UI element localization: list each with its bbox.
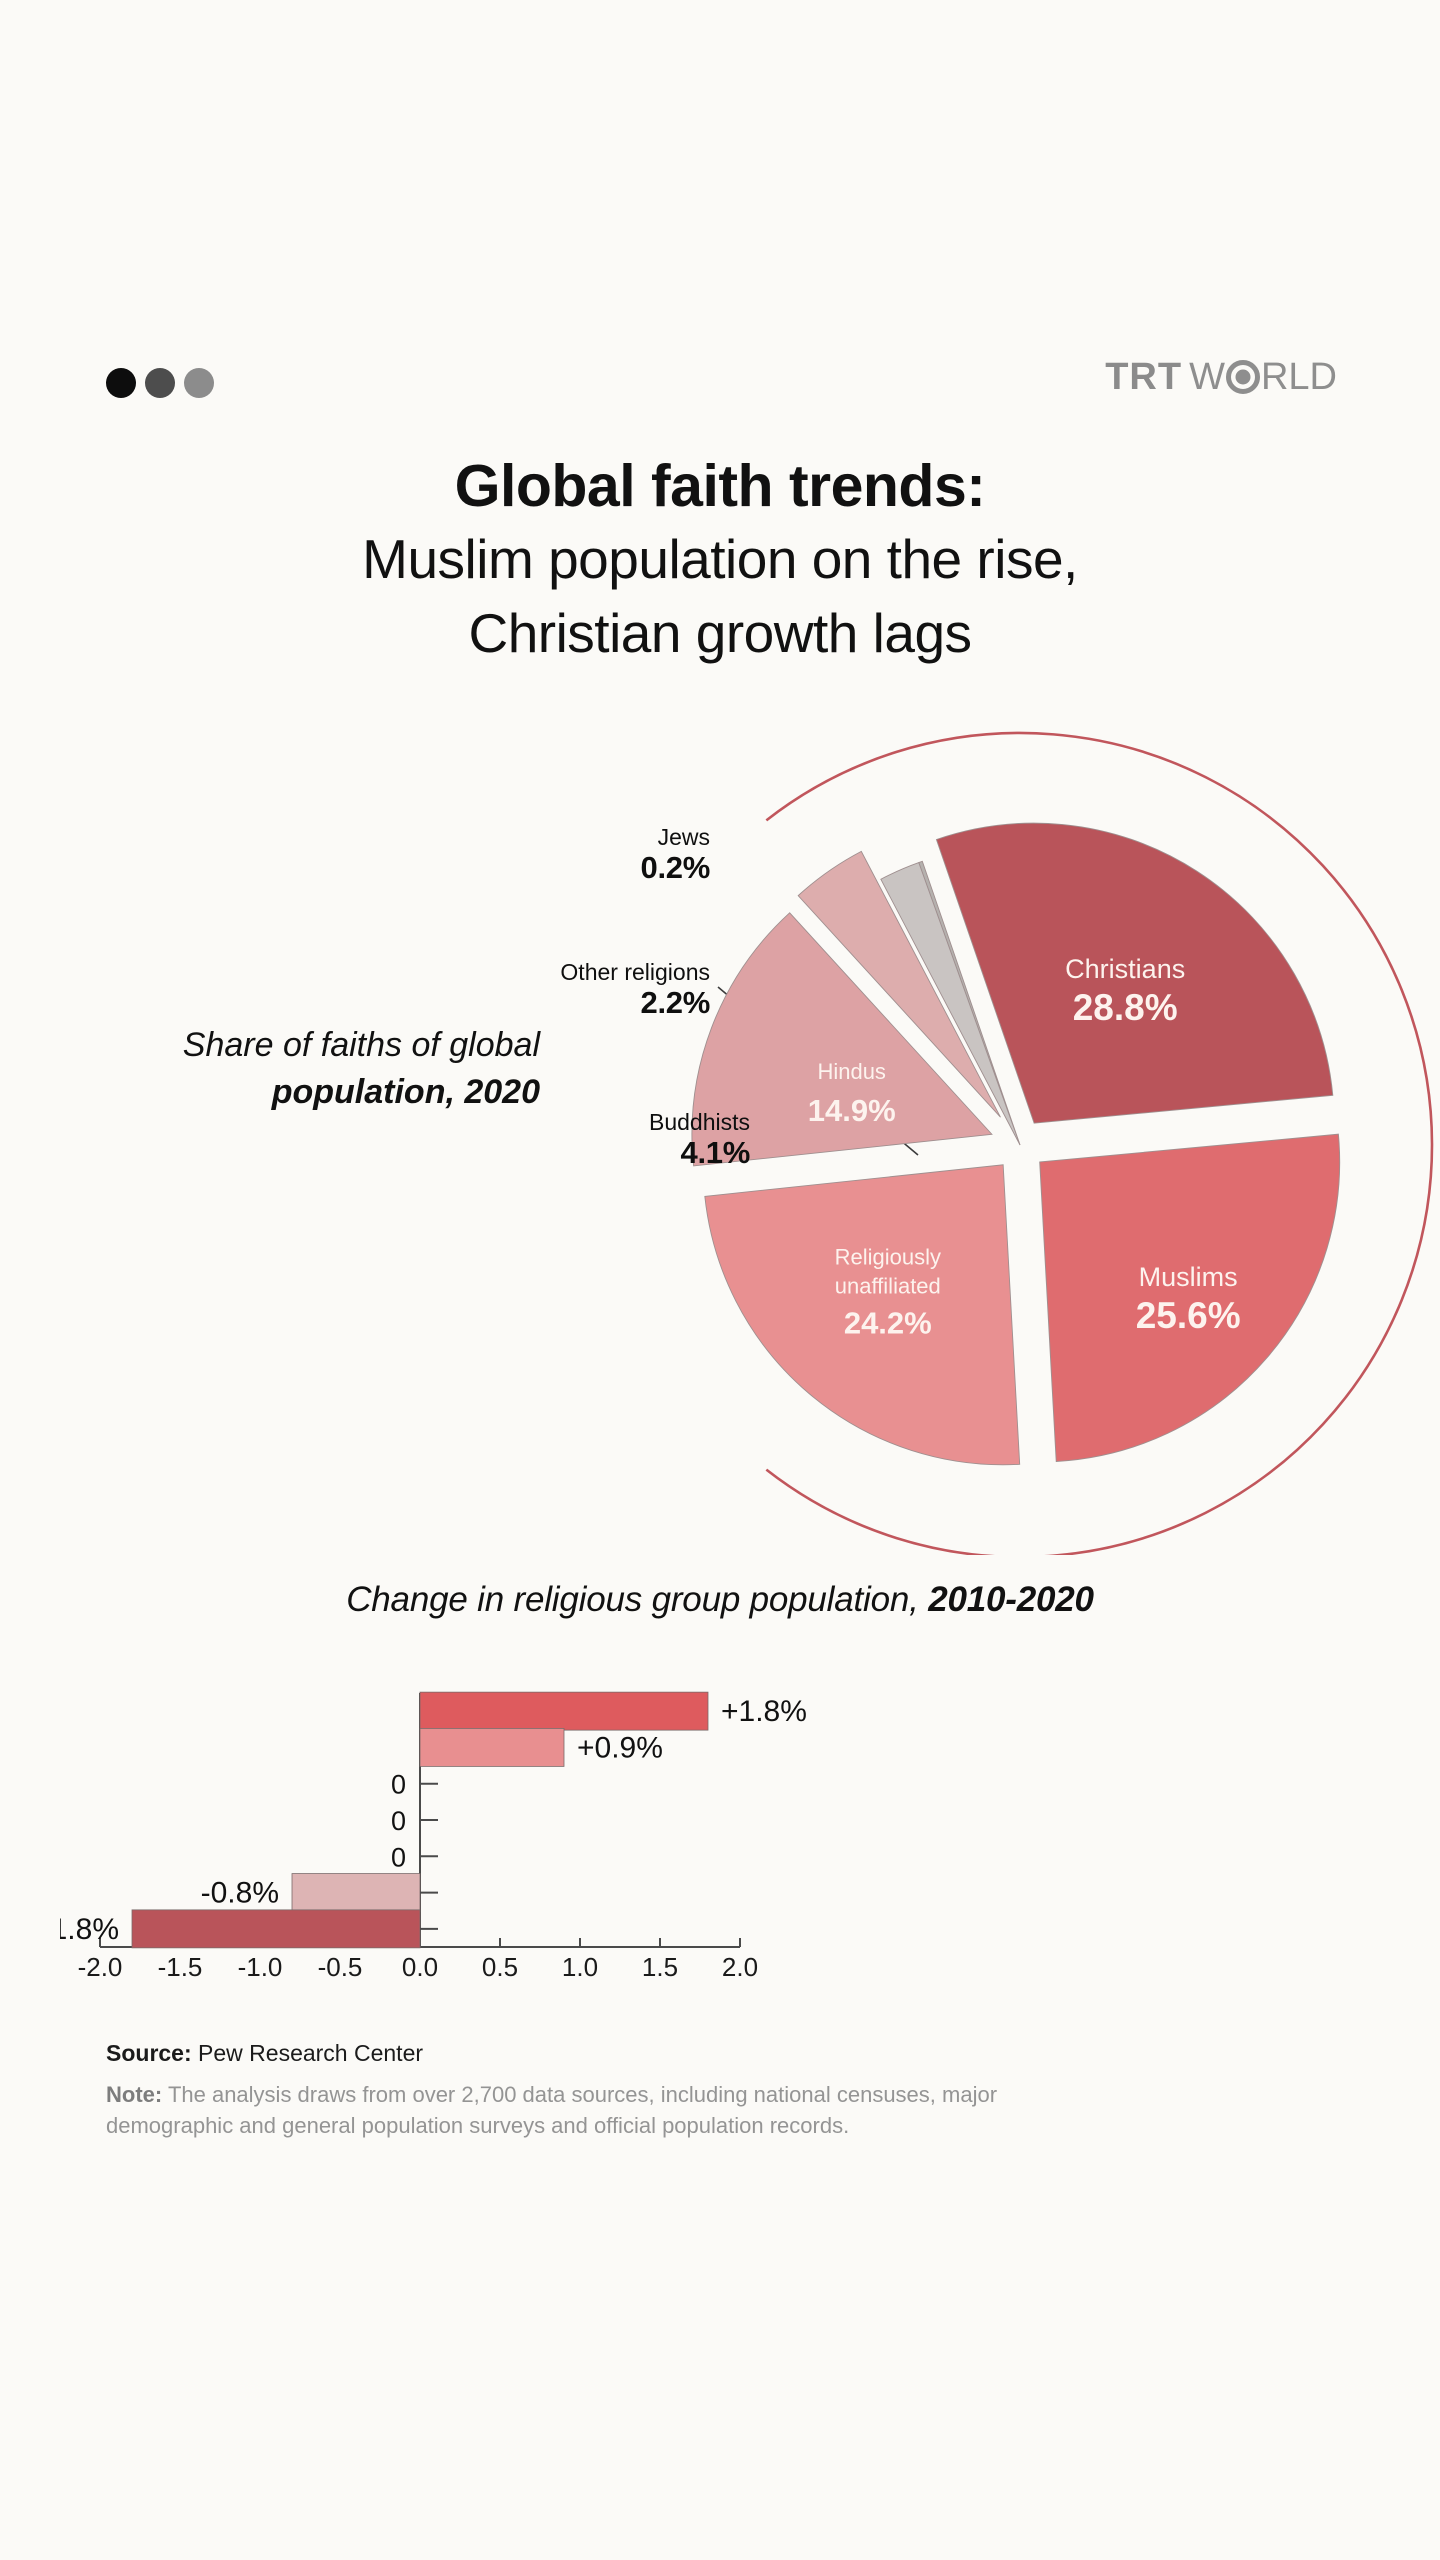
pie-slice-label-value: 24.2% (844, 1305, 932, 1340)
pie-slice-label-value: 14.9% (808, 1093, 896, 1128)
pie-chart-caption: Share of faiths of global population, 20… (140, 1022, 540, 1116)
pie-slice-label-name: Christians (1065, 954, 1185, 984)
pie-outside-label-jews: Jews 0.2% (480, 824, 711, 885)
logo-rld-text: RLD (1260, 356, 1337, 398)
bar-chart-value-label: +0.9% (577, 1731, 663, 1764)
pie-slice-label-name-2: unaffiliated (835, 1273, 941, 1298)
bar-chart-svg: -2.0 -1.5 -1.0 -0.5 0.0 0.5 1.0 1.5 2.0 +1.8% +0.9… (60, 1691, 807, 1982)
bar-chart-bar[interactable] (419, 1728, 565, 1767)
note-label: Note: (106, 2082, 163, 2107)
bar-chart-zero-label: 0 (391, 1770, 406, 1800)
pie-slice[interactable] (1039, 1133, 1341, 1462)
pie-slice[interactable] (704, 1164, 1021, 1466)
pie-label-value-other: 2.2% (640, 984, 711, 1020)
page-title: Global faith trends: Muslim population o… (0, 452, 1440, 670)
headline-line-2: Muslim population on the rise, (362, 527, 1078, 590)
bar-chart-title: Change in religious group population, 20… (0, 1580, 1440, 1620)
pie-slice[interactable] (935, 822, 1334, 1124)
pie-slice-label-name: Hindus (817, 1059, 885, 1084)
pie-decorative-arc (765, 731, 1434, 1555)
bar-title-bold: 2010-2020 (928, 1580, 1094, 1619)
bar-chart-x-tick-label: -0.5 (318, 1952, 363, 1982)
headline-line-1: Global faith trends: (454, 453, 986, 519)
brand-dot-2 (145, 368, 175, 398)
note-value: The analysis draws from over 2,700 data … (106, 2082, 998, 2139)
pie-slice[interactable] (797, 850, 1001, 1118)
brand-dot-3 (184, 368, 214, 398)
pie-label-value-jews: 0.2% (640, 849, 711, 885)
trt-world-logo: TRT W RLD (1105, 358, 1337, 396)
bar-chart-bar[interactable] (131, 1909, 421, 1949)
note-line: Note: The analysis draws from over 2,700… (106, 2079, 1116, 2141)
source-value: Pew Research Center (198, 2040, 424, 2066)
pie-slice-label-value: 28.8% (1073, 987, 1178, 1028)
pie-slice-label-value: 25.6% (1136, 1295, 1241, 1336)
bar-chart-value-label: -1.8% (60, 1913, 119, 1946)
bar-chart-zero-label: 0 (391, 1842, 406, 1872)
pie-caption-bold: population, 2020 (271, 1072, 540, 1111)
logo-trt-text: TRT (1105, 356, 1183, 398)
bar-chart: -2.0 -1.5 -1.0 -0.5 0.0 0.5 1.0 1.5 2.0 +1.8% +0.9… (60, 1665, 1150, 2005)
bar-chart-x-tick-label: -2.0 (78, 1952, 123, 1982)
bar-chart-x-tick-label: -1.5 (158, 1952, 203, 1982)
pie-slice-label-name: Religiously (835, 1244, 941, 1269)
brand-dots (106, 368, 214, 398)
logo-w-text: W (1189, 356, 1225, 398)
pie-label-value-buddhists: 4.1% (680, 1134, 751, 1170)
bar-chart-value-label: -0.8% (201, 1877, 279, 1910)
pie-slice-label-name: Muslims (1139, 1262, 1238, 1292)
footer: Source: Pew Research Center Note: The an… (106, 2040, 1116, 2141)
bar-chart-x-tick-label: 1.5 (642, 1952, 678, 1982)
source-line: Source: Pew Research Center (106, 2040, 1116, 2067)
headline-line-3: Christian growth lags (468, 601, 972, 664)
source-label: Source: (106, 2040, 192, 2066)
logo-o-ring-icon (1225, 360, 1260, 394)
bar-chart-value-label: +1.8% (721, 1695, 807, 1728)
bar-title-light: Change in religious group population, (346, 1580, 929, 1619)
bar-chart-x-tick-label: 1.0 (562, 1952, 598, 1982)
brand-dot-1 (106, 368, 136, 398)
bar-chart-zero-label: 0 (391, 1806, 406, 1836)
bar-chart-x-tick-label: 2.0 (722, 1952, 758, 1982)
pie-slice[interactable] (880, 862, 1021, 1146)
bar-chart-bar[interactable] (419, 1691, 709, 1731)
pie-outside-label-other: Other religions 2.2% (440, 959, 711, 1020)
pie-label-name-other: Other religions (560, 959, 710, 985)
pie-label-name-buddhists: Buddhists (648, 1109, 750, 1135)
pie-outside-label-buddhists: Buddhists 4.1% (510, 1109, 751, 1170)
pie-caption-light: Share of faiths of global (182, 1026, 540, 1064)
pie-slice[interactable] (691, 912, 993, 1167)
bar-chart-x-tick-label: -1.0 (238, 1952, 283, 1982)
bar-chart-x-tick-label: 0.5 (482, 1952, 518, 1982)
pie-label-name-jews: Jews (657, 824, 710, 850)
pie-chart: Christians 28.8% Muslims 25.6% Religiously un… (560, 715, 1440, 1555)
bar-chart-bar[interactable] (291, 1873, 421, 1912)
bar-chart-x-tick-label: 0.0 (402, 1952, 438, 1982)
